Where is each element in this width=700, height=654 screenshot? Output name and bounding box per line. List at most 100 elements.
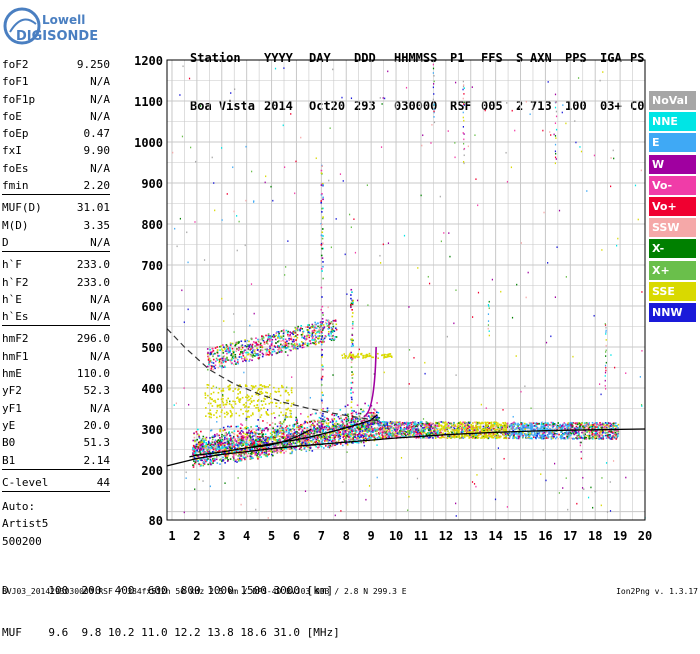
echo-point [356, 431, 358, 433]
echo-point [277, 426, 279, 428]
echo-point [217, 440, 219, 442]
echo-point [415, 423, 417, 425]
echo-point [205, 448, 207, 450]
echo-point [382, 435, 384, 437]
echo-point [256, 430, 258, 432]
echo-point [556, 436, 558, 438]
echo-point [503, 430, 505, 432]
echo-point [357, 421, 359, 423]
echo-point [249, 439, 251, 441]
echo-point [442, 436, 444, 438]
echo-point [340, 417, 342, 419]
echo-point [600, 426, 602, 428]
echo-point [250, 456, 252, 458]
echo-point [559, 428, 561, 430]
echo-point [283, 430, 285, 432]
echo-point [407, 422, 409, 424]
echo-point [435, 422, 437, 424]
echo-point [545, 437, 547, 439]
echo-point [265, 433, 267, 435]
echo-point [518, 424, 520, 426]
echo-point [436, 425, 438, 427]
echo-point [422, 423, 424, 425]
echo-point [571, 426, 573, 428]
echo-point [541, 436, 543, 438]
echo-point [289, 444, 291, 446]
echo-point [402, 434, 404, 436]
echo-point [615, 436, 617, 438]
echo-point [432, 426, 434, 428]
echo-point [399, 421, 401, 423]
echo-point [319, 417, 321, 419]
echo-point [434, 425, 436, 427]
echo-point [578, 438, 580, 440]
echo-point [342, 423, 344, 425]
echo-point [514, 424, 516, 426]
echo-point [610, 430, 612, 432]
echo-point [344, 419, 346, 421]
echo-point [238, 460, 240, 462]
echo-point [278, 334, 280, 336]
echo-point [326, 436, 328, 438]
echo-point [221, 365, 223, 367]
echo-point [307, 416, 309, 418]
echo-point [238, 440, 240, 442]
echo-point [219, 429, 221, 431]
echo-point [224, 458, 226, 460]
echo-point [507, 423, 509, 425]
echo-point [224, 448, 226, 450]
echo-point [317, 423, 319, 425]
echo-point [279, 436, 281, 438]
echo-point [413, 423, 415, 425]
echo-point [336, 443, 338, 445]
echo-point [255, 432, 257, 434]
echo-point [575, 433, 577, 435]
echo-point [593, 434, 595, 436]
echo-point [582, 425, 584, 427]
echo-point [266, 442, 268, 444]
echo-point [337, 423, 339, 425]
echo-point [589, 427, 591, 429]
echo-point [274, 433, 276, 435]
echo-point [390, 421, 392, 423]
echo-point [231, 443, 233, 445]
echo-point [338, 439, 340, 441]
echo-point [279, 422, 281, 424]
echo-point [357, 418, 359, 420]
echo-point [251, 432, 253, 434]
echo-point [309, 449, 311, 451]
echo-point [420, 437, 422, 439]
echo-point [270, 433, 272, 435]
echo-point [551, 425, 553, 427]
echo-point [219, 450, 221, 452]
echo-point [299, 448, 301, 450]
echo-point [237, 430, 239, 432]
echo-point [240, 455, 242, 457]
echo-point [326, 434, 328, 436]
echo-point [304, 435, 306, 437]
echo-point [259, 439, 261, 441]
echo-point [318, 422, 320, 424]
echo-point [194, 453, 196, 455]
echo-point [262, 420, 264, 422]
echo-point [197, 429, 199, 431]
echo-point [377, 427, 379, 429]
echo-point [505, 435, 507, 437]
echo-point [250, 441, 252, 443]
echo-point [365, 438, 367, 440]
echo-point [324, 440, 326, 442]
echo-point [216, 456, 218, 458]
echo-point [531, 437, 533, 439]
echo-point [237, 438, 239, 440]
echo-point [269, 439, 271, 441]
echo-point [332, 440, 334, 442]
echo-point [461, 425, 463, 427]
echo-point [426, 423, 428, 425]
echo-point [353, 430, 355, 432]
echo-point [439, 430, 441, 432]
echo-point [401, 423, 403, 425]
echo-point [551, 422, 553, 424]
echo-point [276, 452, 278, 454]
echo-point [563, 434, 565, 436]
echo-point [246, 419, 248, 421]
